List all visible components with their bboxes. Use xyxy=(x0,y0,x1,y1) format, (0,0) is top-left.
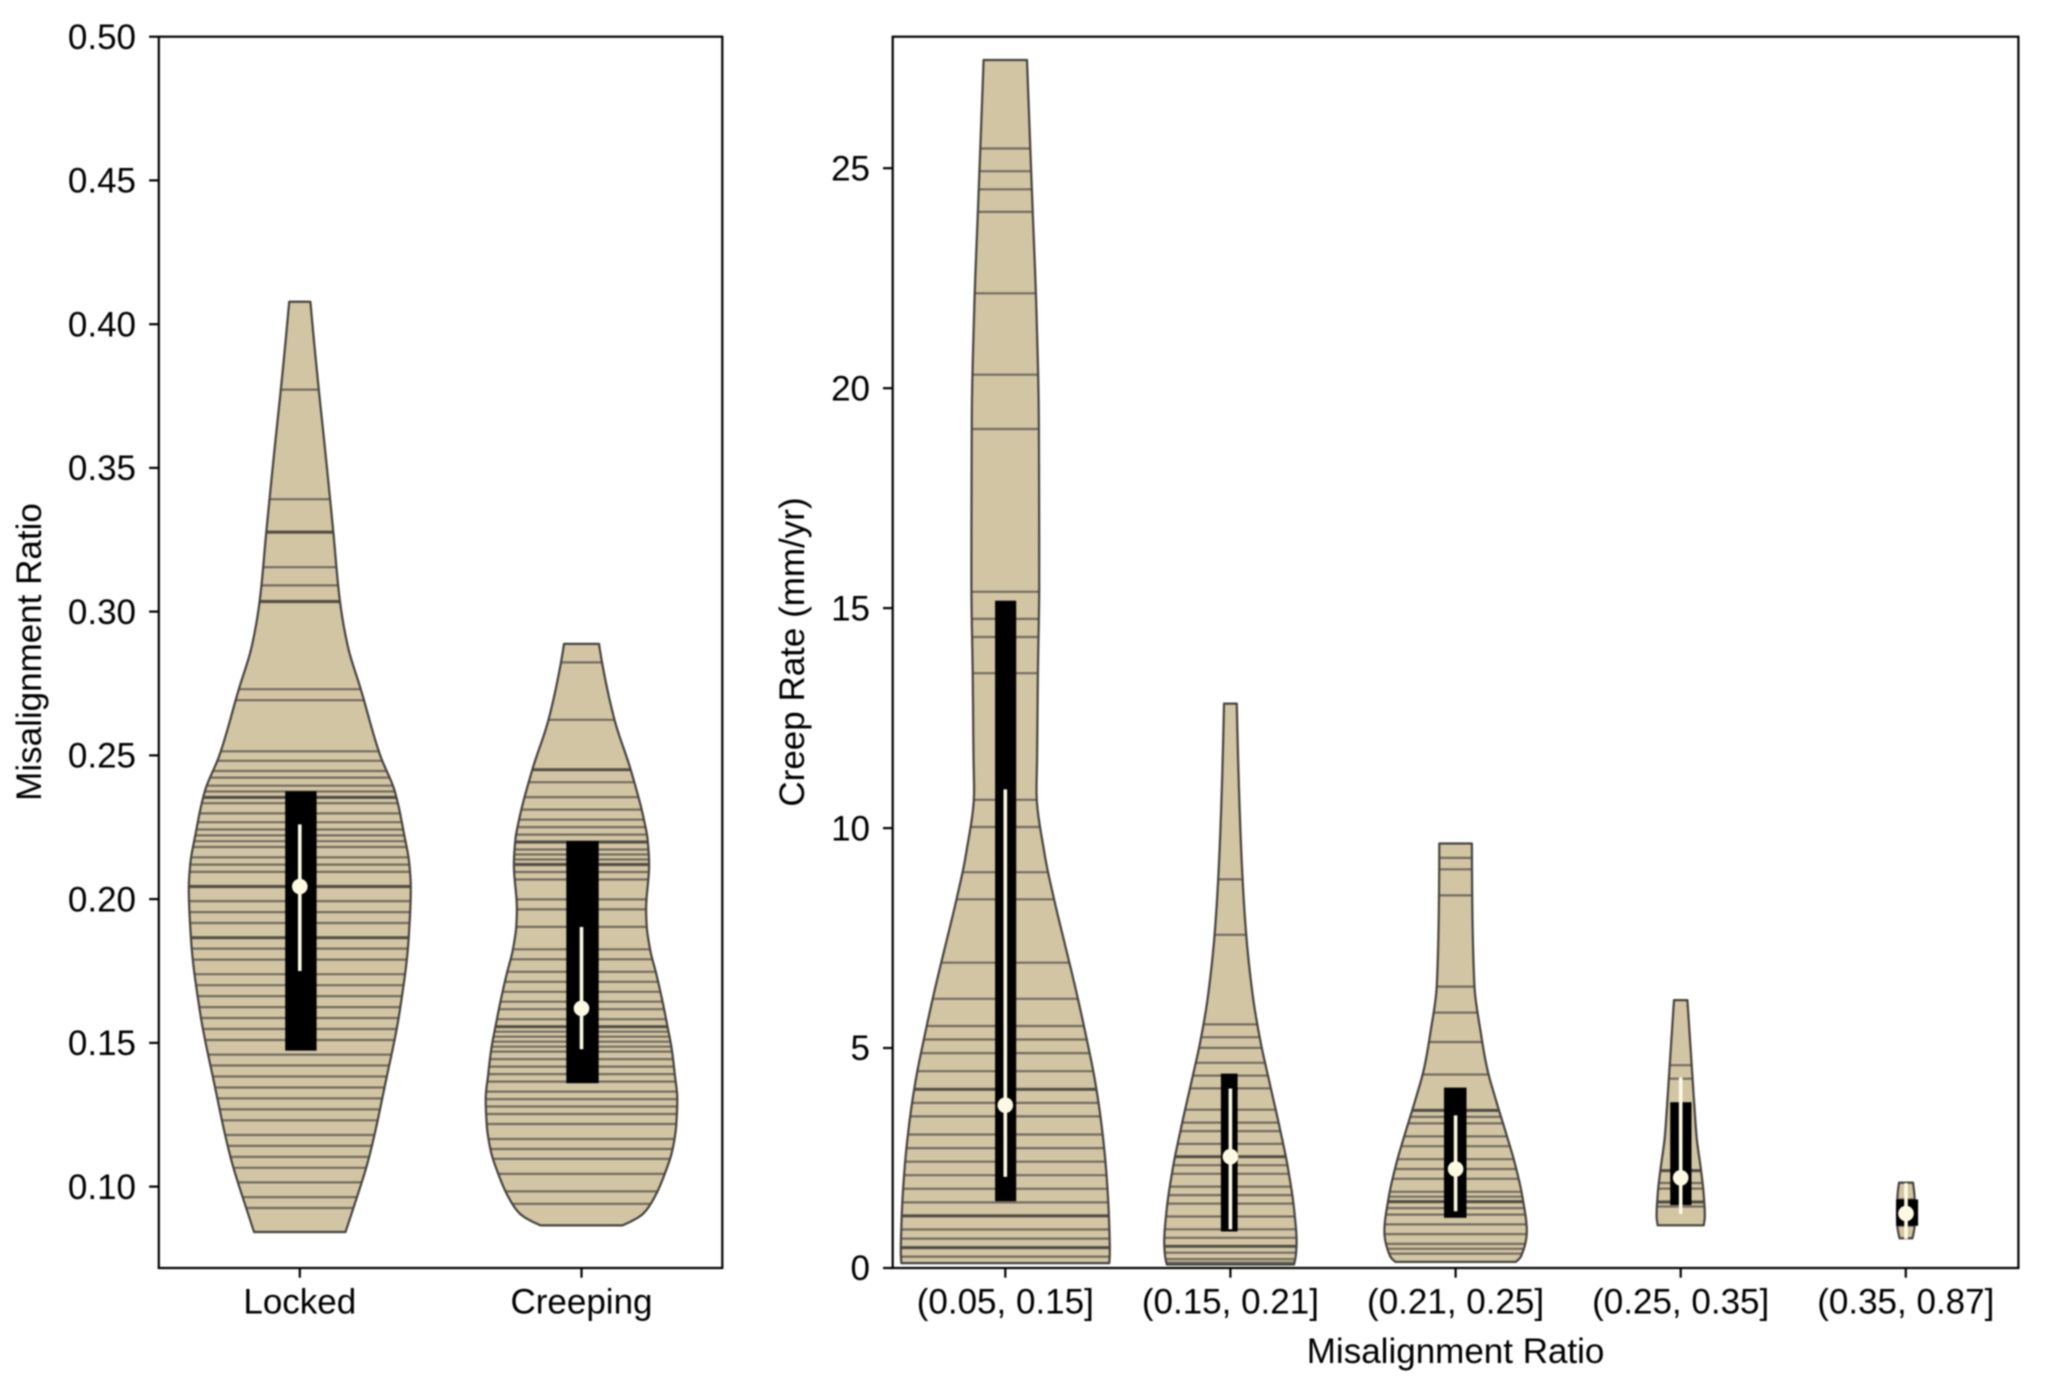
svg-text:5: 5 xyxy=(851,1029,870,1068)
svg-text:0.45: 0.45 xyxy=(68,162,136,201)
svg-text:Creeping: Creeping xyxy=(510,1283,652,1322)
svg-text:Locked: Locked xyxy=(243,1283,356,1322)
svg-text:0.10: 0.10 xyxy=(68,1168,136,1207)
svg-text:(0.15, 0.21]: (0.15, 0.21] xyxy=(1142,1283,1319,1322)
svg-text:25: 25 xyxy=(831,149,870,188)
svg-text:0.50: 0.50 xyxy=(68,18,136,57)
svg-text:20: 20 xyxy=(831,369,870,408)
svg-text:0.30: 0.30 xyxy=(68,593,136,632)
svg-text:0.20: 0.20 xyxy=(68,880,136,919)
svg-text:(0.21, 0.25]: (0.21, 0.25] xyxy=(1367,1283,1544,1322)
svg-text:(0.25, 0.35]: (0.25, 0.35] xyxy=(1592,1283,1769,1322)
svg-text:0.15: 0.15 xyxy=(68,1024,136,1063)
svg-text:Misalignment Ratio: Misalignment Ratio xyxy=(1307,1332,1605,1371)
svg-text:15: 15 xyxy=(831,589,870,628)
svg-text:0: 0 xyxy=(851,1249,870,1288)
svg-text:0.25: 0.25 xyxy=(68,737,136,776)
svg-text:10: 10 xyxy=(831,809,870,848)
svg-text:0.35: 0.35 xyxy=(68,449,136,488)
svg-text:Misalignment Ratio: Misalignment Ratio xyxy=(10,503,49,801)
svg-text:0.40: 0.40 xyxy=(68,305,136,344)
svg-text:(0.05, 0.15]: (0.05, 0.15] xyxy=(917,1283,1094,1322)
svg-text:(0.35, 0.87]: (0.35, 0.87] xyxy=(1817,1283,1994,1322)
svg-text:Creep Rate (mm/yr): Creep Rate (mm/yr) xyxy=(773,497,812,806)
